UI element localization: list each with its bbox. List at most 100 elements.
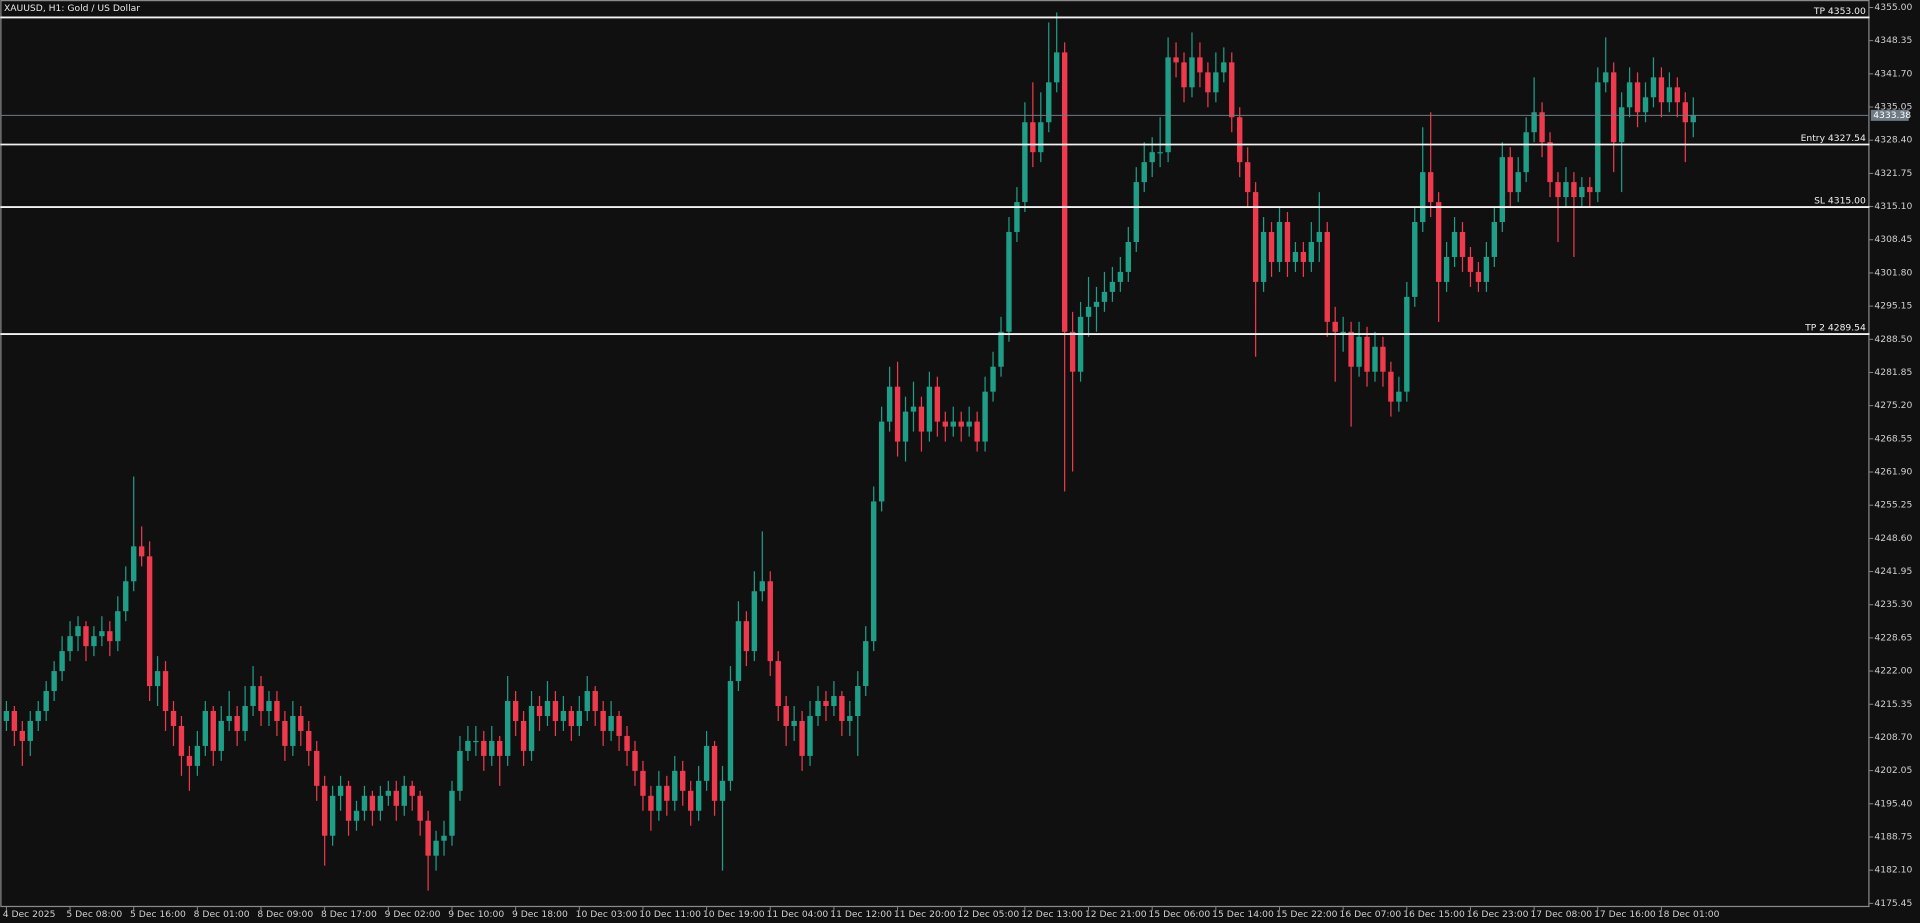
candle-body (1420, 172, 1426, 223)
candle-body (1539, 112, 1545, 143)
candle-body (441, 835, 447, 841)
candle-body (863, 641, 869, 687)
candle-body (250, 686, 256, 707)
candle-body (1626, 82, 1633, 108)
y-tick-label: 4222.00 (1874, 666, 1912, 677)
x-tick-label: 16 Dec 15:00 (1403, 909, 1465, 920)
y-tick-label: 4235.30 (1874, 599, 1912, 610)
candle-body (680, 770, 686, 791)
candle-body (329, 795, 336, 836)
x-tick-label: 4 Dec 2025 (3, 909, 56, 920)
y-tick-label: 4261.90 (1874, 467, 1912, 478)
x-tick-label: 8 Dec 09:00 (257, 909, 313, 920)
y-tick-label: 4315.10 (1874, 201, 1912, 212)
candle-body (83, 626, 89, 647)
y-tick-label: 4188.75 (1874, 831, 1912, 842)
y-tick-label: 4208.70 (1874, 732, 1912, 743)
x-tick-label: 18 Dec 01:00 (1658, 909, 1720, 920)
candle-body (783, 706, 789, 726)
candle-body (512, 701, 519, 721)
candle-body (377, 795, 384, 811)
candle-body (1332, 321, 1338, 332)
x-tick-label: 8 Dec 01:00 (194, 909, 250, 920)
candle-body (1364, 336, 1370, 372)
candle-body (592, 691, 598, 711)
candle-body (1435, 202, 1442, 282)
candle-body (1252, 192, 1259, 282)
candle-body (1658, 77, 1665, 103)
candle-body (43, 691, 49, 711)
candle-body (950, 421, 956, 427)
candle-body (11, 710, 18, 731)
candle-body (178, 725, 185, 756)
candle-body (536, 706, 543, 716)
x-tick-label: 9 Dec 02:00 (385, 909, 441, 920)
candle-body (775, 661, 781, 707)
candle-body (520, 720, 527, 751)
candle-body (600, 710, 606, 731)
candle-body (115, 611, 121, 642)
candle-body (1372, 346, 1378, 372)
candle-body (457, 750, 463, 791)
candle-body (807, 715, 813, 756)
y-tick-label: 4275.20 (1874, 400, 1912, 411)
candle-body (154, 671, 161, 687)
candle-body (274, 701, 280, 721)
candle-body (1531, 112, 1537, 133)
candle-body (934, 386, 941, 422)
candle-body (751, 591, 758, 652)
candle-body (465, 740, 471, 751)
candle-body (226, 715, 232, 721)
y-tick-label: 4348.35 (1874, 35, 1912, 46)
x-tick-label: 8 Dec 17:00 (321, 909, 377, 920)
candle-body (1634, 82, 1641, 113)
x-tick-label: 9 Dec 10:00 (448, 909, 504, 920)
candle-body (138, 546, 145, 557)
candle-body (1316, 232, 1322, 242)
candle-body (306, 730, 312, 751)
candle-body (902, 411, 909, 442)
candle-body (162, 671, 169, 711)
y-tick-label: 4248.60 (1874, 533, 1912, 544)
candle-body (433, 840, 439, 856)
candle-body (1674, 87, 1681, 103)
candle-body (1109, 281, 1116, 292)
candle-body (727, 681, 734, 781)
candle-body (560, 710, 567, 721)
candle-body (1213, 72, 1219, 93)
candle-body (942, 421, 949, 427)
candle-body (1666, 87, 1673, 103)
candle-body (1268, 232, 1275, 262)
y-tick-label: 4281.85 (1874, 367, 1912, 378)
x-tick-label: 16 Dec 07:00 (1339, 909, 1401, 920)
candle-body (966, 421, 972, 427)
candle-body (1085, 306, 1092, 317)
candle-body (99, 631, 105, 637)
level-label: TP 2 4289.54 (1804, 322, 1866, 333)
candle-body (1276, 222, 1283, 262)
candle-body (1650, 77, 1657, 98)
candle-body (1467, 256, 1474, 272)
candle-body (504, 701, 511, 756)
candle-body (51, 671, 57, 692)
candle-body (497, 740, 503, 756)
y-tick-label: 4301.80 (1874, 267, 1912, 278)
candle-body (608, 715, 614, 731)
candle-body (878, 421, 885, 502)
x-tick-label: 9 Dec 18:00 (512, 909, 568, 920)
candle-body (815, 701, 821, 716)
candle-body (1205, 72, 1211, 93)
y-tick-label: 4268.55 (1874, 433, 1912, 444)
candle-body (1260, 232, 1267, 282)
candle-body (528, 706, 535, 751)
x-tick-label: 10 Dec 19:00 (703, 909, 765, 920)
candle-body (855, 686, 861, 716)
candle-body (1547, 142, 1553, 183)
candle-body (1507, 157, 1513, 193)
candle-body (1356, 336, 1362, 367)
candle-body (1642, 97, 1649, 113)
candle-body (1348, 331, 1354, 367)
y-tick-label: 4288.50 (1874, 334, 1912, 345)
candle-body (823, 701, 829, 707)
